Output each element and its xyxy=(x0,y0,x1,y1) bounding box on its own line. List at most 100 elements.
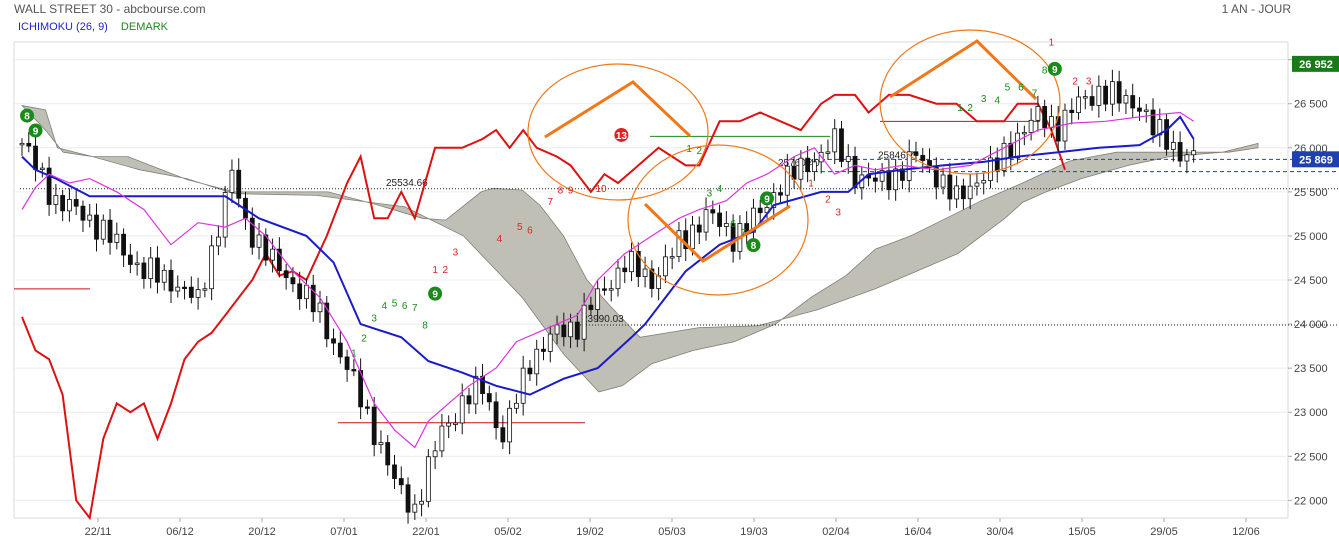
candle-body xyxy=(635,250,641,278)
x-tick-label: 12/06 xyxy=(1232,526,1260,538)
x-tick-label: 06/12 xyxy=(166,526,194,538)
candle-body xyxy=(845,156,851,162)
candle-body xyxy=(337,342,343,358)
candle-body xyxy=(1001,142,1007,171)
legend-ichimoku[interactable]: ICHIMOKU (26, 9) xyxy=(18,21,108,33)
candle-body xyxy=(500,427,506,443)
x-tick-label: 02/04 xyxy=(822,526,850,538)
x-tick-label: 22/01 xyxy=(412,526,440,538)
x-tick-label: 22/11 xyxy=(85,526,112,538)
candle-body xyxy=(805,157,811,173)
candle-body xyxy=(514,402,519,409)
candle-body xyxy=(988,157,993,181)
candle-body xyxy=(872,177,878,182)
price-badge xyxy=(1292,151,1339,168)
price-badge-label: 26 952 xyxy=(1299,59,1333,71)
candle-body xyxy=(100,219,106,240)
demark-count: 5 xyxy=(1005,82,1011,93)
y-tick-label: 23 500 xyxy=(1294,363,1328,375)
candle-body xyxy=(263,234,269,261)
demark-count: 9 xyxy=(1052,65,1058,76)
ichimoku-cloud xyxy=(20,104,1259,393)
candle-body xyxy=(304,284,309,300)
candle-body xyxy=(1021,131,1027,135)
demark-count: 5 xyxy=(517,222,523,233)
y-tick-label: 22 500 xyxy=(1294,451,1328,463)
candle-body xyxy=(1042,106,1048,129)
candle-body xyxy=(290,277,296,285)
tenkan-sen-line xyxy=(21,111,1195,449)
demark-count: 2 xyxy=(696,146,702,157)
demark-count: 7 xyxy=(741,228,747,239)
candle-body xyxy=(547,333,553,352)
candle-body xyxy=(107,219,113,243)
demark-count: 1 xyxy=(351,349,357,360)
level-label: 25534.66 xyxy=(386,178,428,189)
kijun-sen-line xyxy=(21,115,1195,396)
demark-count: 3 xyxy=(371,313,377,324)
annotation-top-pattern xyxy=(544,80,692,139)
candle-body xyxy=(886,170,892,191)
demark-count: 7 xyxy=(547,197,553,208)
candle-body xyxy=(73,199,79,207)
candle-body xyxy=(602,288,607,291)
candle-body xyxy=(1170,142,1176,150)
candle-body xyxy=(507,407,513,443)
candle-body xyxy=(331,338,336,344)
candle-body xyxy=(1150,109,1156,136)
candle-body xyxy=(19,142,25,146)
demark-count: 7 xyxy=(1032,89,1038,100)
demark-count: 9 xyxy=(568,186,574,197)
demark-count: 2 xyxy=(1072,76,1078,87)
period-selector[interactable]: 1 AN - JOUR xyxy=(1221,2,1291,16)
candle-body xyxy=(568,321,573,338)
candle-body xyxy=(161,269,167,283)
annotation-top-pattern xyxy=(889,39,1038,101)
candle-body xyxy=(188,286,194,298)
candle-body xyxy=(615,267,621,290)
candle-body xyxy=(1015,132,1020,159)
candle-body xyxy=(87,214,93,221)
candle-body xyxy=(473,375,479,405)
candle-body xyxy=(168,269,174,292)
demark-count: 6 xyxy=(402,301,408,312)
demark-setup-circle xyxy=(20,108,35,123)
candle-body xyxy=(466,395,472,405)
candle-body xyxy=(222,192,228,238)
candle-body xyxy=(778,192,783,196)
level-label: 25846.7 xyxy=(878,150,915,161)
candle-body xyxy=(80,205,86,221)
demark-count: 1 xyxy=(432,265,438,276)
demark-count: 8 xyxy=(1042,66,1048,77)
candle-body xyxy=(669,256,675,259)
candle-body xyxy=(419,500,424,505)
candle-body xyxy=(432,450,438,458)
candle-body xyxy=(534,348,540,375)
demark-count: 9 xyxy=(764,194,770,205)
candle-body xyxy=(574,321,580,340)
candle-body xyxy=(1028,119,1034,133)
candle-body xyxy=(398,478,404,486)
candle-body xyxy=(446,422,452,427)
annotation-ellipse xyxy=(879,29,1061,175)
candle-body xyxy=(662,256,668,277)
x-tick-label: 07/01 xyxy=(330,526,358,538)
candle-body xyxy=(344,356,350,370)
candle-body xyxy=(141,262,147,279)
demark-count: 2 xyxy=(825,194,831,205)
candle-body xyxy=(1103,85,1109,105)
demark-count: 3 xyxy=(981,94,987,105)
candle-body xyxy=(954,185,960,200)
demark-count: 2 xyxy=(967,103,973,114)
price-badge-label: 25 869 xyxy=(1299,154,1333,166)
legend-demark[interactable]: DEMARK xyxy=(120,21,168,33)
chart-header: WALL STREET 30 - abcbourse.com 1 AN - JO… xyxy=(0,0,1339,18)
demark-count: 3 xyxy=(1086,76,1092,87)
demark-count: 1 xyxy=(686,144,692,155)
candle-body xyxy=(236,169,242,199)
candle-body xyxy=(310,284,316,313)
candle-body xyxy=(317,302,323,313)
annotation-bottom-pattern xyxy=(643,202,791,263)
candle-body xyxy=(378,442,384,445)
x-tick-label: 20/12 xyxy=(248,526,276,538)
